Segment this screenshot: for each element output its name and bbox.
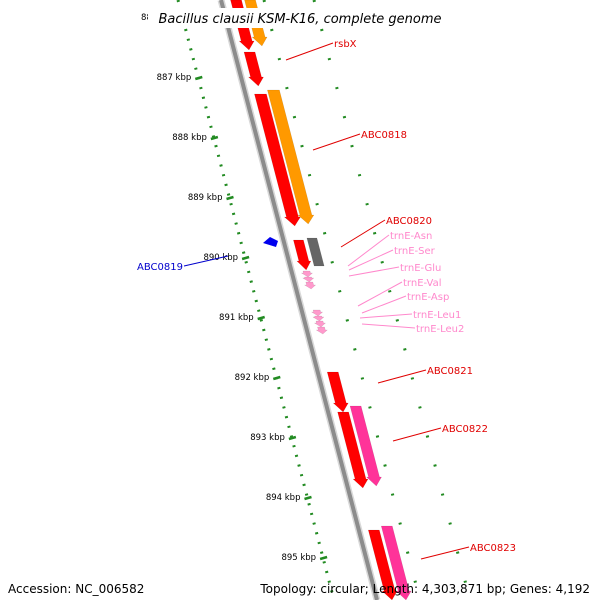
gene-label-abc0819: ABC0819 <box>137 262 183 273</box>
label-leader <box>347 234 390 267</box>
ruler-label-backdrop <box>171 190 224 202</box>
gene-label-abc0821: ABC0821 <box>427 366 473 377</box>
map-title: Bacillus clausii KSM-K16, complete genom… <box>158 12 441 27</box>
gene-labels: rsbX ABC0818 ABC0820 ABC0819 trnE-Asn trnE-Se… <box>137 39 516 560</box>
gene-feature-cds <box>293 239 312 271</box>
gene-label-abc0823: ABC0823 <box>470 543 516 554</box>
label-leader <box>183 255 229 267</box>
gene-features <box>230 0 412 600</box>
label-leader <box>361 323 416 329</box>
ruler-label-backdrop <box>202 310 255 322</box>
ruler-label: 895 kbp <box>281 553 316 563</box>
ruler-label-backdrop <box>265 550 318 562</box>
gene-feature-cds <box>380 525 412 600</box>
gene-feature-trna <box>313 320 327 328</box>
label-leader <box>377 369 427 384</box>
gene-feature-trna <box>301 276 315 283</box>
gene-feature-cds <box>337 411 369 489</box>
gene-feature-trna <box>310 309 324 317</box>
ruler-label-backdrop <box>218 370 271 382</box>
label-leader <box>359 313 413 319</box>
accession-text: Accession: NC_006582 <box>8 582 145 596</box>
ruler-dots <box>176 0 336 600</box>
gene-label-rsbx: rsbX <box>334 39 357 50</box>
label-leader <box>312 133 361 151</box>
label-leader <box>357 281 403 307</box>
ruler-label: 892 kbp <box>235 373 270 383</box>
summary-text: Topology: circular; Length: 4,303,871 bp… <box>260 582 590 596</box>
ruler-tick <box>226 195 234 201</box>
ruler-label: 894 kbp <box>266 493 301 503</box>
ruler-label-backdrop <box>233 430 286 442</box>
ruler-tick <box>319 555 328 561</box>
gene-feature-trna <box>303 281 317 290</box>
gene-feature-gene <box>306 237 325 267</box>
backbone <box>217 0 381 600</box>
gene-label-abc0822: ABC0822 <box>442 424 488 435</box>
label-leader <box>348 266 400 277</box>
gene-label-abc0820: ABC0820 <box>386 216 432 227</box>
label-leader <box>285 42 334 61</box>
ruler-label-backdrop <box>140 70 193 82</box>
ruler-tick <box>288 435 297 441</box>
ruler-tick <box>257 315 266 321</box>
gene-feature-cds <box>349 405 382 487</box>
gene-feature-cds <box>243 51 264 87</box>
ruler-label: 891 kbp <box>219 313 254 323</box>
gene-label-trne-ser: trnE-Ser <box>394 246 436 257</box>
gene-label-trne-glu: trnE-Glu <box>400 263 441 274</box>
gene-label-trne-asn: trnE-Asn <box>390 231 432 242</box>
gene-feature-cds <box>367 529 398 600</box>
ruler-tick <box>210 135 219 141</box>
gene-label-trne-leu1: trnE-Leu1 <box>413 310 461 321</box>
label-leader <box>392 427 442 442</box>
ruler-tick <box>272 375 281 381</box>
ruler-tick <box>194 75 203 81</box>
label-leader <box>348 249 394 271</box>
ruler-label-backdrop <box>249 490 302 502</box>
gene-feature-cds <box>254 93 301 227</box>
title-backdrop <box>148 8 454 28</box>
ruler-label: 887 kbp <box>157 73 192 83</box>
gene-feature-cds <box>326 371 349 413</box>
ruler-tick <box>304 495 312 501</box>
gene-feature-cds <box>267 89 315 225</box>
ruler-label: 889 kbp <box>188 193 223 203</box>
gene-label-trne-val: trnE-Val <box>403 278 442 289</box>
ruler-label-backdrop <box>155 130 208 142</box>
gene-label-trne-asp: trnE-Asp <box>407 292 449 303</box>
ruler-label: 893 kbp <box>250 433 285 443</box>
label-leader <box>340 219 386 248</box>
gene-feature-trna <box>315 326 328 335</box>
ruler-label: 888 kbp <box>172 133 207 143</box>
gene-label-trne-leu2: trnE-Leu2 <box>416 324 464 335</box>
gene-label-abc0818: ABC0818 <box>361 130 407 141</box>
reverse-gene-abc0819 <box>263 237 278 247</box>
ruler-label-backdrop <box>187 250 240 262</box>
gene-feature-trna <box>312 315 325 322</box>
label-leader <box>361 295 407 314</box>
label-leader <box>420 546 470 560</box>
gene-feature-trna <box>300 270 314 278</box>
ruler-tick <box>241 255 250 261</box>
